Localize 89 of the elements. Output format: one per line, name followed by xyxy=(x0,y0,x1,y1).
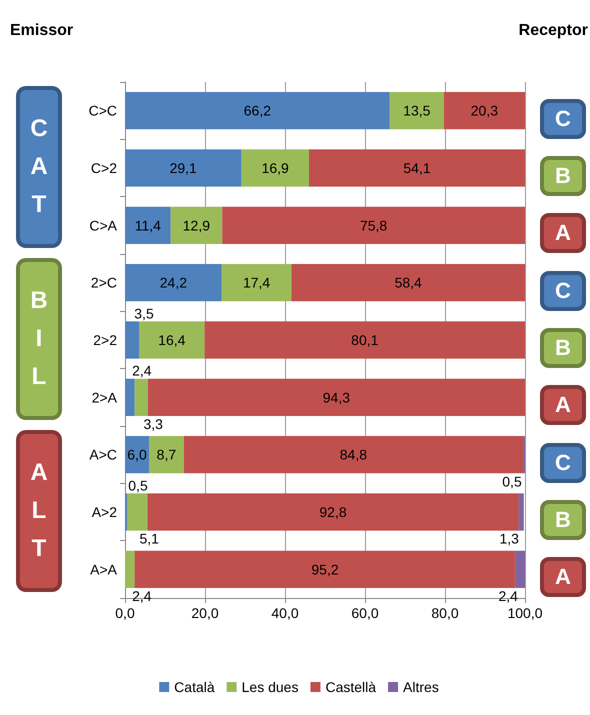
bar xyxy=(127,493,148,531)
data-label: 16,4 xyxy=(158,332,186,348)
letter-box: C xyxy=(540,442,586,483)
letter-box: A xyxy=(540,213,586,254)
data-label: 2,4 xyxy=(132,588,152,604)
legend-label: Català xyxy=(174,679,215,695)
bar xyxy=(125,436,149,474)
bar xyxy=(148,378,525,416)
data-label: 17,4 xyxy=(242,274,270,291)
data-label: 12,9 xyxy=(182,217,210,234)
y-tick-label: C>A xyxy=(89,217,118,234)
letter-box: C xyxy=(540,98,586,139)
bar xyxy=(147,493,519,531)
bar xyxy=(291,264,525,302)
data-label: 80,1 xyxy=(351,332,379,348)
data-label: 0,5 xyxy=(502,473,522,490)
letter-box: B xyxy=(540,500,586,540)
y-tick-label: A>A xyxy=(90,561,118,578)
bar xyxy=(125,149,242,187)
x-tick-label: 0,0 xyxy=(115,605,135,621)
bar xyxy=(390,92,444,130)
data-label: 13,5 xyxy=(403,102,431,119)
data-label: 92,8 xyxy=(319,504,347,520)
text: Receptor xyxy=(518,22,588,40)
data-label: 1,3 xyxy=(499,530,520,547)
data-label: 94,3 xyxy=(322,389,350,406)
group-box: ALT xyxy=(16,430,62,592)
data-label: 24,2 xyxy=(160,274,188,291)
y-tick-label: 2>A xyxy=(92,389,118,406)
data-label: 8,7 xyxy=(156,446,176,463)
y-tick-label: A>2 xyxy=(92,504,118,520)
data-label: 3,5 xyxy=(134,305,154,322)
bar xyxy=(149,436,184,474)
y-tick-label: 2>2 xyxy=(93,332,118,348)
bar xyxy=(125,321,139,359)
data-label: 29,1 xyxy=(170,160,198,176)
text: Emissor xyxy=(10,22,74,40)
bar xyxy=(444,92,525,130)
data-label: 84,8 xyxy=(340,446,368,463)
bar xyxy=(139,321,205,359)
bar xyxy=(515,550,525,588)
bar xyxy=(125,550,135,588)
x-tick-label: 20,0 xyxy=(191,605,219,621)
y-tick-label: C>2 xyxy=(90,160,118,176)
x-tick-label: 100,0 xyxy=(507,605,543,621)
y-tick-label: 2>C xyxy=(90,274,117,291)
data-label: 20,3 xyxy=(470,102,498,119)
bar xyxy=(125,206,171,244)
bar xyxy=(125,378,135,416)
letter-box: A xyxy=(540,557,586,598)
data-label: 95,2 xyxy=(311,561,339,578)
legend-label: Altres xyxy=(403,679,439,695)
data-label: 75,8 xyxy=(360,217,388,234)
bar xyxy=(125,92,390,130)
letter-box: A xyxy=(540,385,586,426)
data-label: 6,0 xyxy=(127,446,147,463)
data-label: 3,3 xyxy=(143,416,164,432)
bar xyxy=(134,550,516,588)
x-tick-label: 60,0 xyxy=(351,605,379,621)
y-tick-label: A>C xyxy=(89,446,117,463)
bar xyxy=(241,149,309,187)
bar xyxy=(125,264,222,302)
bar xyxy=(518,493,524,531)
x-tick-label: 80,0 xyxy=(431,605,459,621)
legend-label: Les dues xyxy=(242,679,298,695)
data-label: 2,4 xyxy=(498,588,518,604)
bar xyxy=(184,436,523,474)
data-label: 0,5 xyxy=(128,477,148,494)
letter-box: B xyxy=(540,156,586,196)
group-box: CAT xyxy=(16,86,62,248)
bar xyxy=(170,206,222,244)
bar xyxy=(222,264,292,302)
bar xyxy=(222,206,525,244)
data-label: 58,4 xyxy=(394,274,422,291)
data-label: 66,2 xyxy=(244,102,272,119)
bar xyxy=(309,149,525,187)
y-tick-label: C>C xyxy=(88,102,117,119)
legend-label: Castellà xyxy=(325,679,376,695)
letter-box: B xyxy=(540,328,586,368)
data-label: 11,4 xyxy=(134,217,162,234)
bar xyxy=(204,321,525,359)
data-label: 54,1 xyxy=(403,160,431,176)
letter-box: C xyxy=(540,270,586,311)
data-label: 5,1 xyxy=(139,530,160,547)
group-box: BIL xyxy=(16,258,62,420)
bar xyxy=(134,378,148,416)
data-label: 16,9 xyxy=(262,160,290,176)
data-label: 2,4 xyxy=(132,362,152,379)
x-tick-label: 40,0 xyxy=(271,605,299,621)
